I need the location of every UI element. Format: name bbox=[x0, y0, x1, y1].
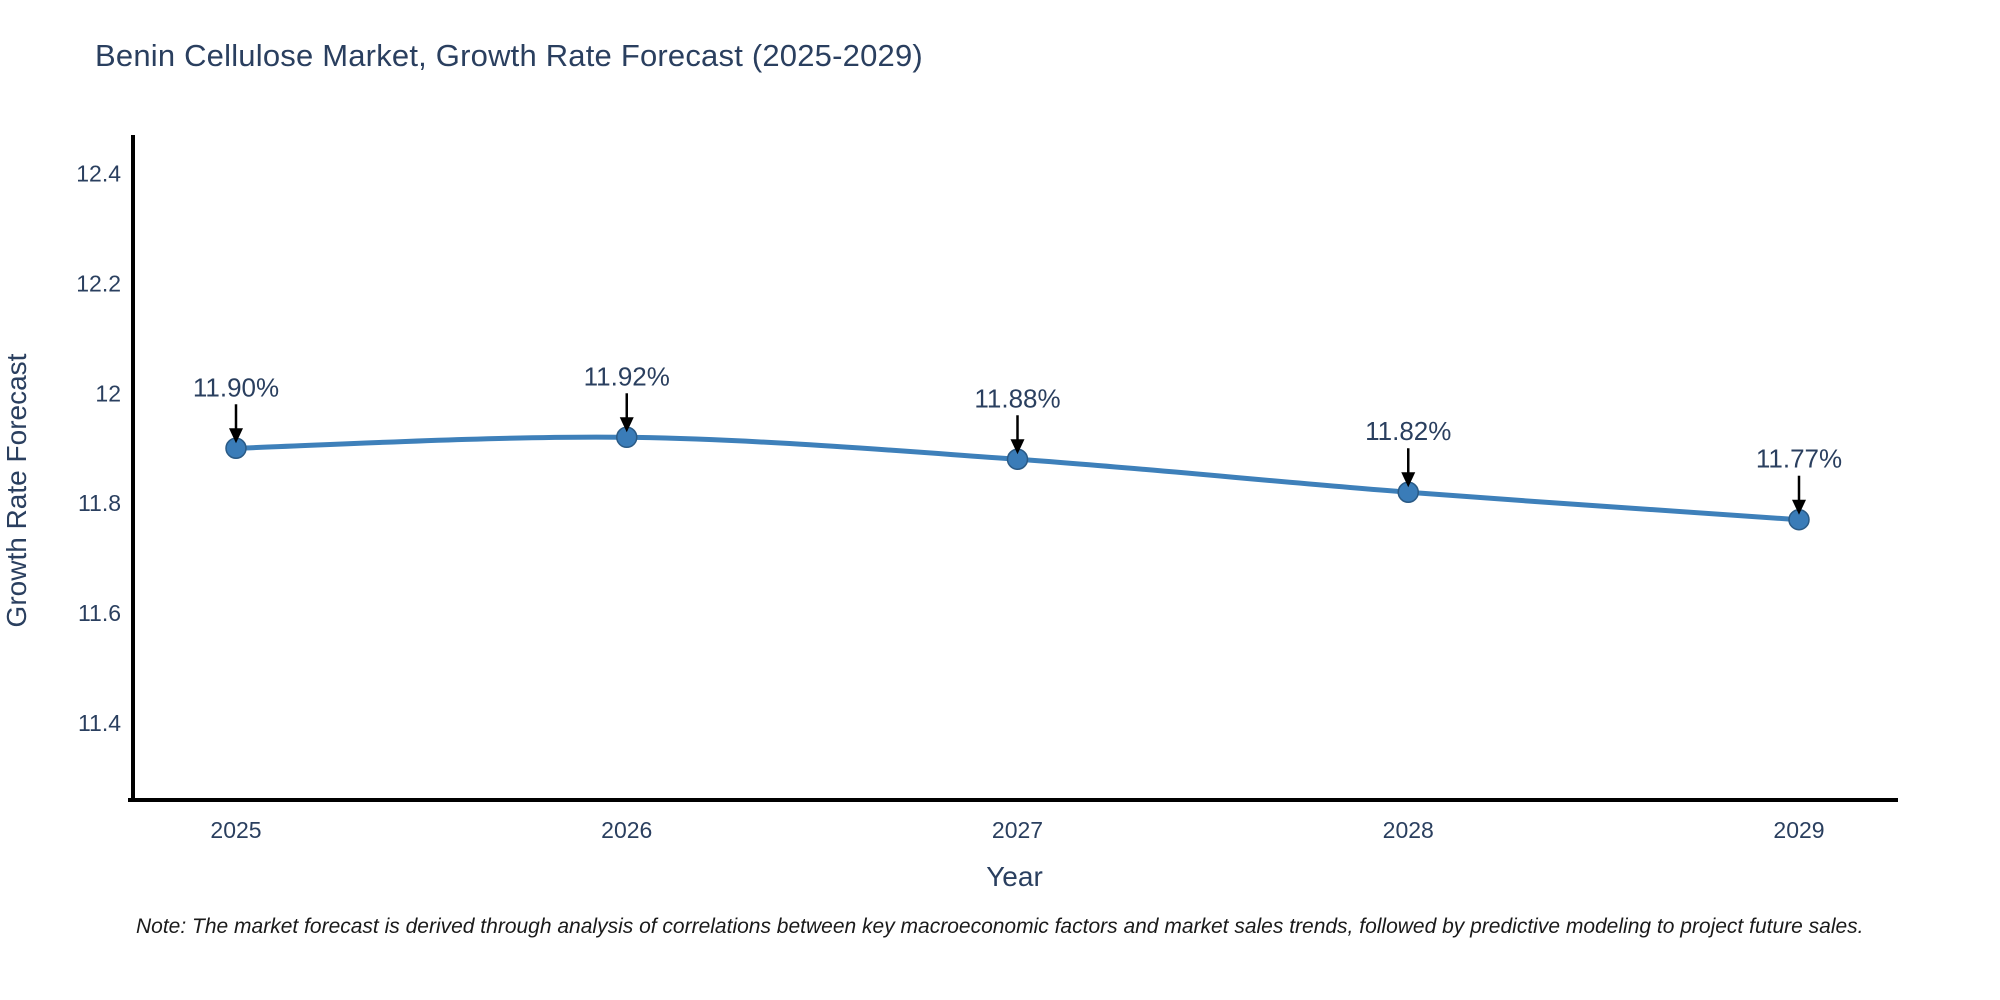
x-tick-label: 2025 bbox=[210, 817, 261, 843]
y-tick-label: 12.4 bbox=[76, 160, 121, 186]
y-axis-title: Growth Rate Forecast bbox=[1, 353, 32, 627]
annotation-arrow-head bbox=[1401, 472, 1416, 488]
annotation-arrow-head bbox=[619, 417, 634, 433]
data-point-label: 11.77% bbox=[1756, 444, 1842, 474]
data-point-label: 11.88% bbox=[974, 383, 1060, 413]
y-tick-label: 11.4 bbox=[78, 710, 121, 736]
chart-title: Benin Cellulose Market, Growth Rate Fore… bbox=[95, 38, 923, 73]
y-tick-label: 12.2 bbox=[76, 270, 121, 296]
x-tick-label: 2026 bbox=[601, 817, 652, 843]
data-point-label: 11.90% bbox=[193, 372, 279, 402]
annotation-arrow-head bbox=[229, 428, 243, 444]
y-tick-label: 12 bbox=[95, 380, 121, 406]
x-axis-title: Year bbox=[986, 861, 1043, 892]
axis-lines bbox=[128, 135, 1898, 802]
annotation-arrow-head bbox=[1010, 439, 1025, 455]
y-tick-label: 11.8 bbox=[78, 490, 121, 516]
footnote: Note: The market forecast is derived thr… bbox=[136, 915, 1864, 938]
data-point-label: 11.92% bbox=[584, 361, 670, 391]
x-tick-label: 2027 bbox=[992, 817, 1043, 843]
x-tick-label: 2028 bbox=[1383, 817, 1434, 843]
annotation-arrow-head bbox=[1792, 499, 1806, 515]
x-tick-label: 2029 bbox=[1773, 817, 1824, 843]
y-tick-label: 11.6 bbox=[78, 600, 121, 626]
data-point-label: 11.82% bbox=[1365, 416, 1451, 446]
